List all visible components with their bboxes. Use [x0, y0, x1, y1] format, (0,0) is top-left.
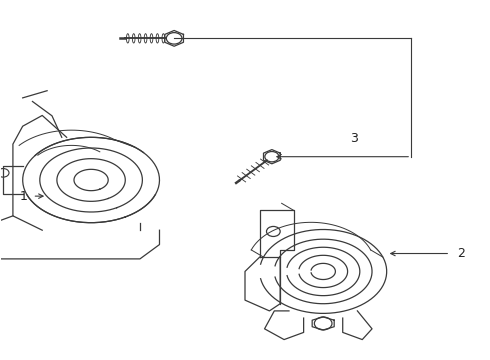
- Text: 2: 2: [458, 247, 466, 260]
- Text: 3: 3: [350, 132, 358, 145]
- Text: 1: 1: [20, 190, 27, 203]
